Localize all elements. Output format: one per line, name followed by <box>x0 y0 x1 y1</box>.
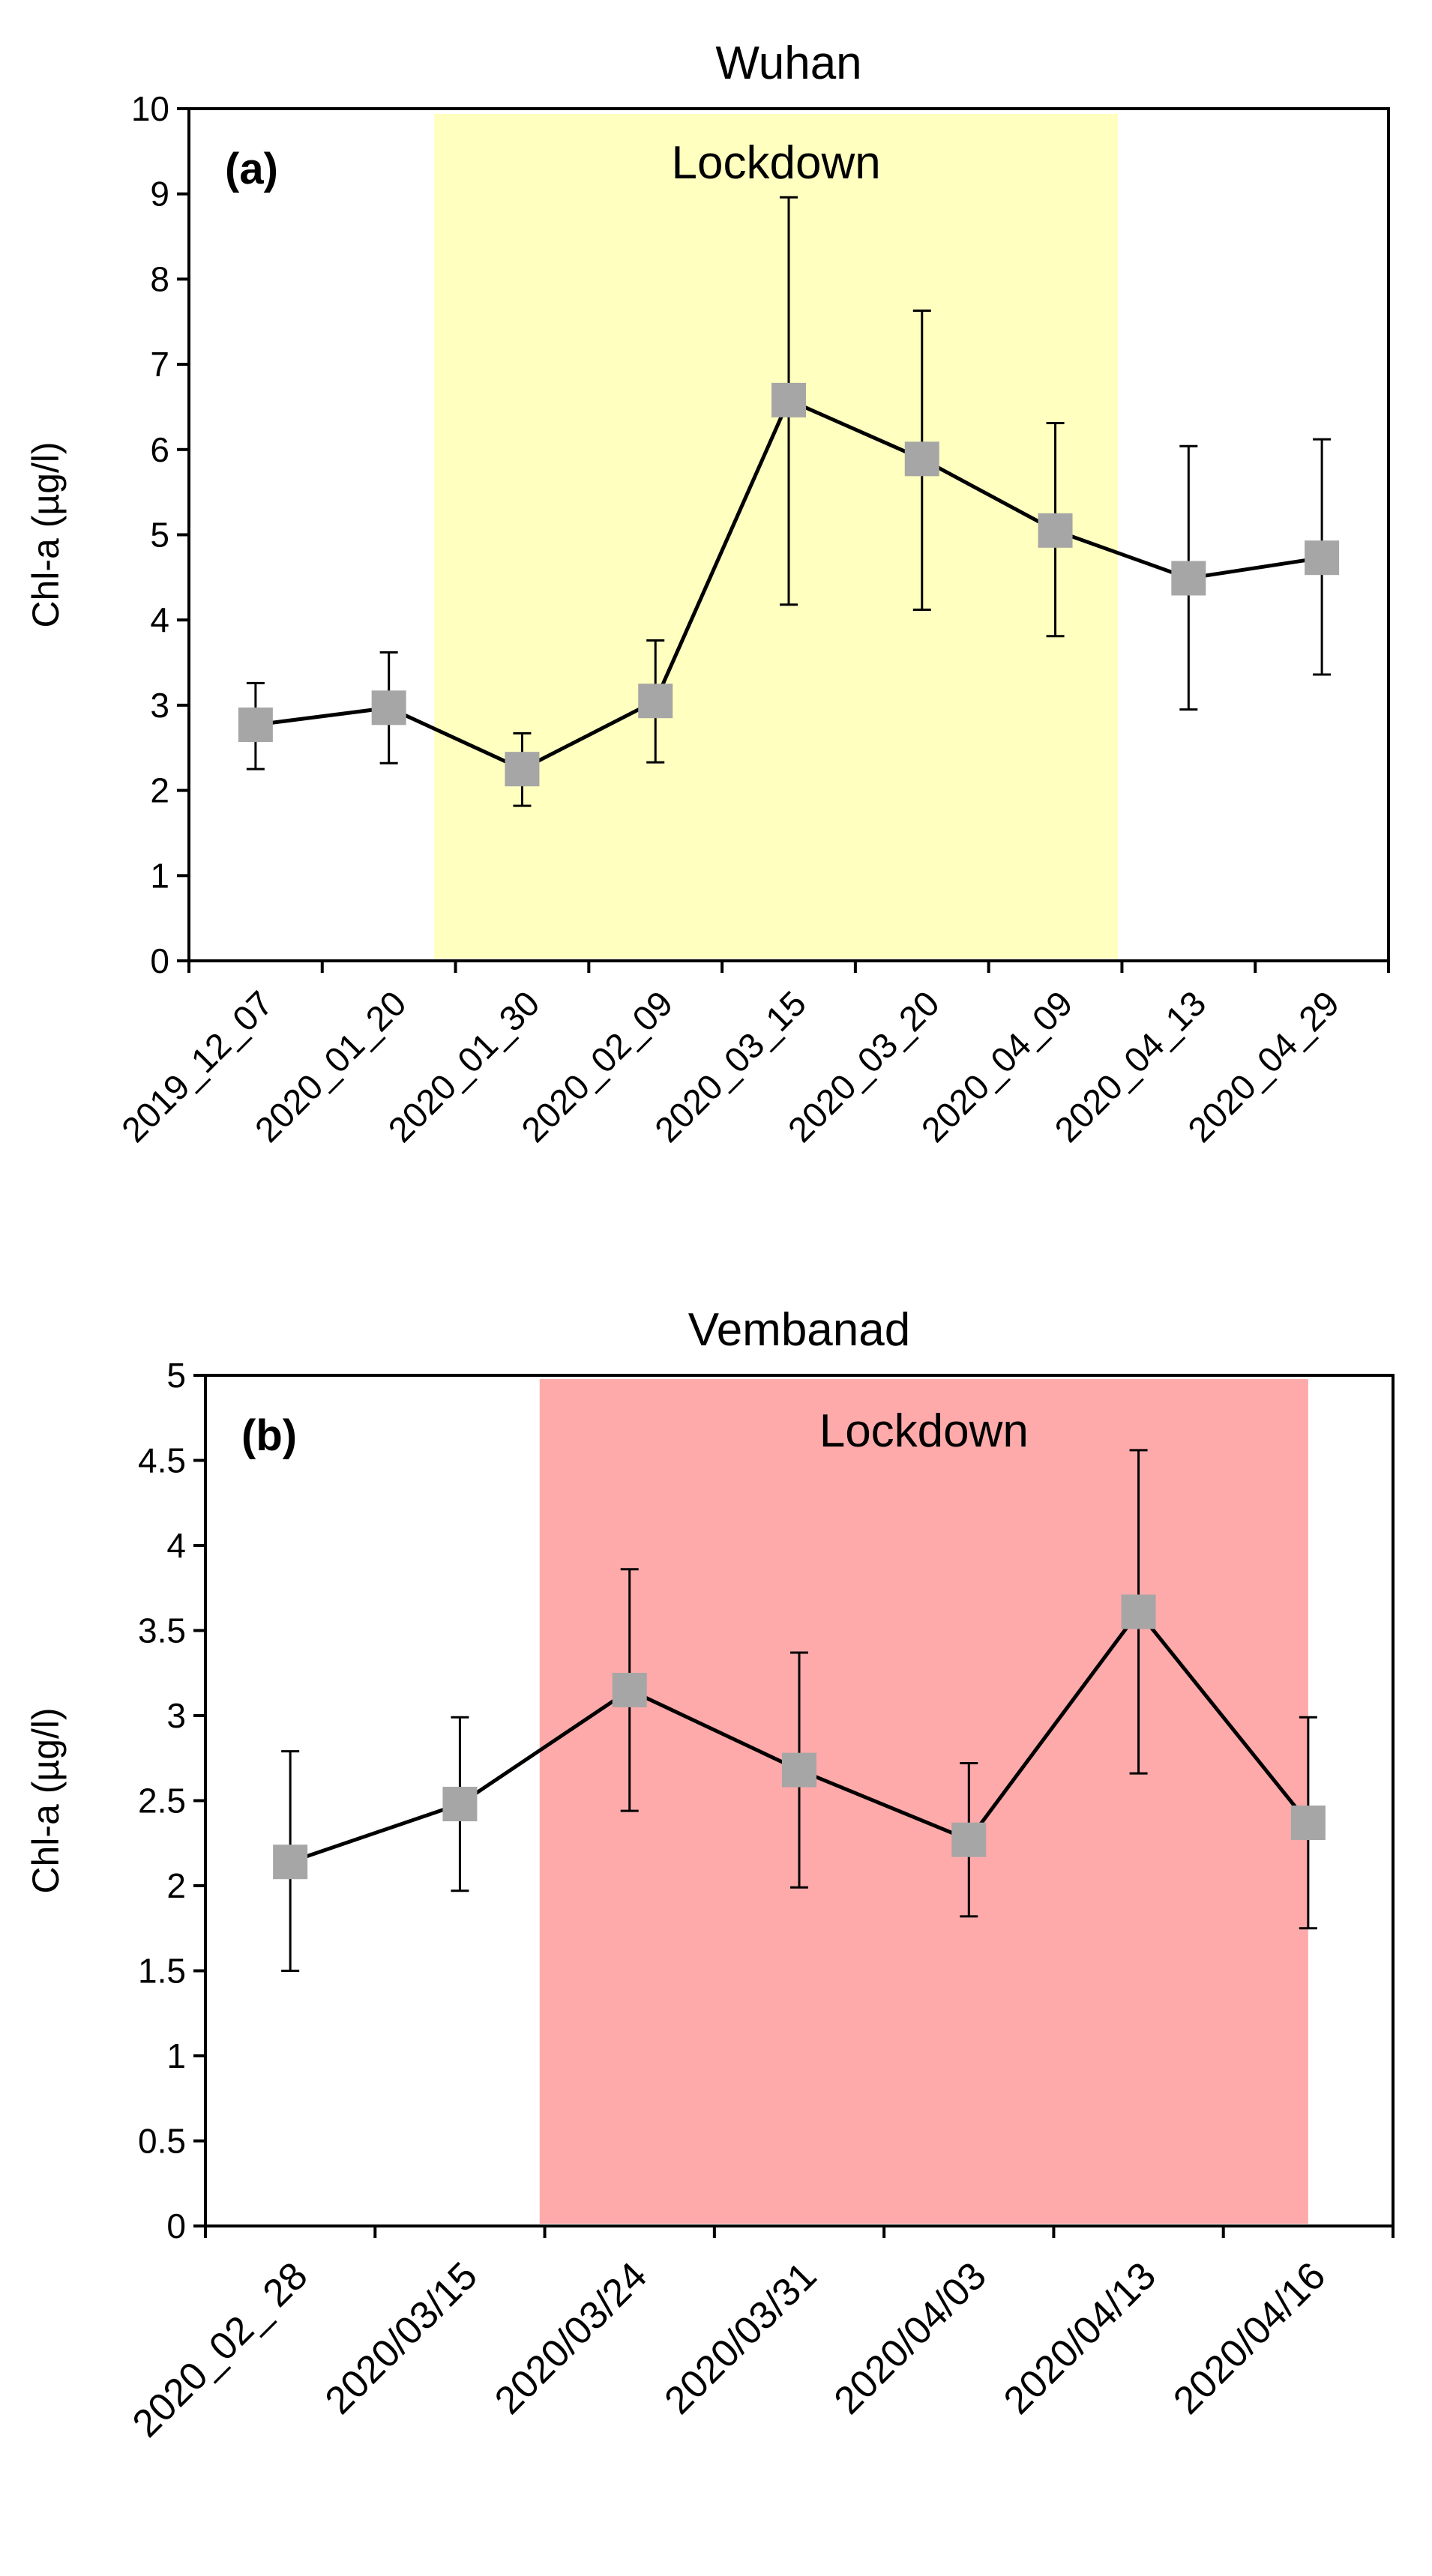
data-point <box>371 690 406 726</box>
data-point <box>1305 540 1340 576</box>
data-point <box>1171 561 1206 596</box>
x-tick-label: 2020/03/15 <box>317 2254 486 2422</box>
y-tick-label: 4 <box>166 1526 186 1565</box>
data-point <box>505 752 540 787</box>
y-tick-label: 7 <box>150 345 169 384</box>
lockdown-shade <box>434 114 1119 959</box>
x-tick-label: 2020_02_ 28 <box>124 2254 316 2446</box>
data-point <box>1038 513 1073 548</box>
y-tick-label: 1.5 <box>138 1952 186 1991</box>
chart-title: Vembanad <box>688 1304 910 1356</box>
y-tick-label: 3 <box>166 1696 186 1735</box>
y-tick-label: 5 <box>166 1356 186 1395</box>
x-tick-label: 2020/04/13 <box>996 2254 1164 2422</box>
data-point <box>782 1752 816 1788</box>
y-tick-label: 4.5 <box>138 1441 186 1480</box>
y-axis-label: Chl-a (µg/l) <box>25 1707 67 1893</box>
lockdown-label: Lockdown <box>672 137 881 189</box>
lockdown-shade <box>539 1379 1308 2224</box>
vembanad-chart: Lockdown Vembanad (b) Chl-a (µg/l) 0 0.5 1 1.5 2… <box>25 1304 1395 2446</box>
y-tick-label: 6 <box>150 430 169 469</box>
y-tick-label: 2.5 <box>138 1782 186 1821</box>
data-point <box>1121 1594 1156 1629</box>
y-tick-label: 8 <box>150 259 169 298</box>
y-tick-label: 10 <box>131 89 169 128</box>
panel-label: (a) <box>225 145 278 193</box>
wuhan-chart: Lockdown Wuhan (a) Chl-a (µg/l) 0 1 2 3 4 5 6 7 8 9 10… <box>25 37 1390 1150</box>
lockdown-label: Lockdown <box>819 1405 1029 1457</box>
y-tick-label: 3.5 <box>138 1611 186 1650</box>
y-tick-label: 2 <box>166 1866 186 1905</box>
data-point <box>771 382 806 417</box>
chart-title: Wuhan <box>715 37 861 89</box>
y-tick-label: 2 <box>150 771 169 810</box>
data-point <box>612 1672 647 1707</box>
y-axis-label: Chl-a (µg/l) <box>25 441 67 627</box>
data-point <box>638 684 673 719</box>
y-tick-label: 9 <box>150 175 169 214</box>
y-tick-label: 1 <box>166 2036 186 2075</box>
y-tick-label: 1 <box>150 856 169 895</box>
y-tick-label: 0 <box>150 941 169 980</box>
y-tick-label: 0 <box>166 2207 186 2245</box>
x-tick-label: 2020/03/24 <box>487 2254 655 2422</box>
x-tick-label: 2020/04/16 <box>1165 2254 1334 2422</box>
data-point <box>951 1822 987 1857</box>
data-point <box>273 1844 308 1880</box>
data-point <box>238 708 273 743</box>
y-tick-label: 4 <box>150 600 169 639</box>
y-tick-label: 3 <box>150 686 169 725</box>
data-point <box>904 441 939 477</box>
panel-label: (b) <box>241 1411 297 1460</box>
y-tick-label: 5 <box>150 516 169 555</box>
data-point <box>1290 1806 1326 1841</box>
x-tick-label: 2020/03/31 <box>656 2254 825 2422</box>
y-tick-label: 0.5 <box>138 2122 186 2161</box>
x-tick-label: 2020/04/03 <box>826 2254 995 2422</box>
data-point <box>442 1787 478 1822</box>
